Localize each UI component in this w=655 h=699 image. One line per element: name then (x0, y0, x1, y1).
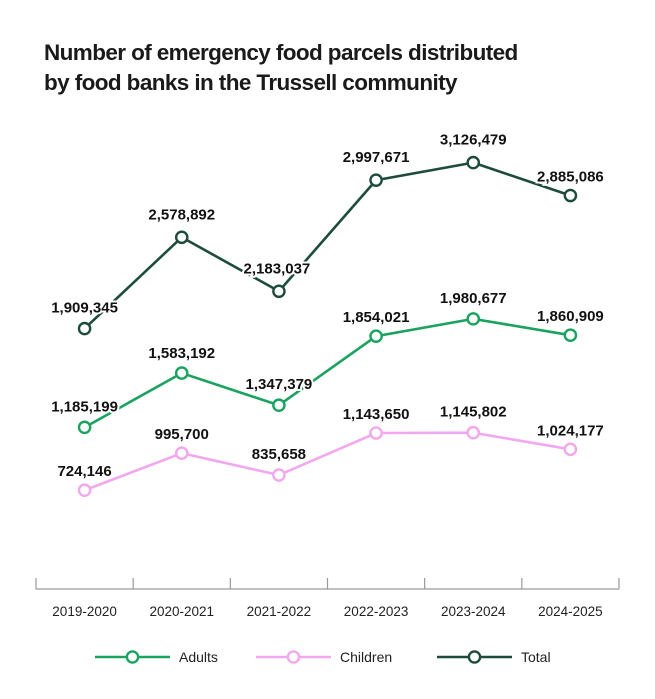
data-label-children: 1,145,802 (440, 404, 507, 421)
data-label-total: 2,578,892 (148, 206, 215, 223)
data-label-total: 2,183,037 (244, 260, 311, 277)
data-point-children[interactable] (369, 426, 383, 440)
legend-item-adults[interactable]: Adults (95, 649, 218, 665)
data-point-adults[interactable] (272, 398, 286, 413)
data-point-children[interactable] (466, 425, 481, 440)
data-label-children: 995,700 (155, 426, 209, 443)
x-tick-label: 2019-2020 (52, 604, 117, 619)
legend-item-children[interactable]: Children (256, 649, 392, 665)
legend-marker-total (467, 650, 482, 664)
data-label-children: 835,658 (252, 446, 306, 463)
legend-item-total[interactable]: Total (437, 649, 551, 665)
data-label-adults: 1,583,192 (148, 345, 215, 362)
data-label-adults: 1,860,909 (537, 308, 604, 325)
data-point-total[interactable] (174, 230, 189, 245)
data-label-total: 2,997,671 (343, 149, 410, 166)
data-point-total[interactable] (77, 321, 92, 336)
data-labels: 1,909,345 2,578,892 2,183,037 2,997,671 3,12… (49, 130, 606, 483)
data-point-total[interactable] (272, 284, 286, 299)
data-label-adults: 1,185,199 (51, 398, 118, 415)
series-adults (77, 312, 578, 435)
x-tick-label: 2024-2025 (538, 604, 603, 619)
data-label-children: 1,024,177 (537, 422, 604, 439)
data-point-children[interactable] (563, 442, 578, 457)
data-label-total: 3,126,479 (440, 132, 507, 149)
legend: Adults Children Total (95, 649, 551, 665)
chart-title: Number of emergency food parcels distrib… (44, 38, 624, 98)
series-line-children (84, 431, 571, 492)
data-point-adults[interactable] (77, 420, 92, 435)
data-point-total[interactable] (563, 188, 578, 203)
data-point-adults[interactable] (174, 366, 189, 380)
series-total (77, 155, 578, 336)
chart-title-line-1: Number of emergency food parcels distrib… (44, 40, 518, 65)
x-tick-label: 2023-2024 (441, 604, 506, 619)
legend-label-children: Children (340, 649, 392, 665)
data-point-children[interactable] (272, 468, 286, 482)
legend-label-total: Total (521, 649, 551, 665)
data-point-adults[interactable] (369, 329, 383, 343)
legend-marker-children (286, 650, 301, 664)
data-label-total: 1,909,345 (51, 300, 118, 317)
x-axis: 2019-2020 2020-2021 2021-2022 2022-2023 2023… (35, 578, 620, 619)
data-label-children: 1,143,650 (343, 406, 410, 423)
data-point-children[interactable] (77, 483, 92, 498)
legend-marker-adults (125, 650, 140, 664)
data-point-total[interactable] (369, 173, 383, 187)
series-line-adults (83, 317, 571, 429)
legend-label-adults: Adults (179, 649, 218, 665)
series-group (77, 155, 578, 498)
chart-title-line-2: by food banks in the Trussell community (44, 70, 458, 95)
x-tick-label: 2021-2022 (247, 604, 312, 619)
data-label-adults: 1,980,677 (440, 290, 507, 307)
data-point-adults[interactable] (466, 312, 481, 326)
series-line-total (83, 161, 571, 330)
data-label-total: 2,885,086 (537, 169, 604, 186)
series-children (77, 425, 578, 498)
data-point-children[interactable] (174, 446, 189, 461)
data-label-adults: 1,347,379 (246, 376, 313, 393)
data-label-adults: 1,854,021 (343, 309, 410, 326)
x-tick-label: 2022-2023 (344, 604, 409, 619)
x-tick-label: 2020-2021 (149, 604, 214, 619)
data-label-children: 724,146 (57, 463, 111, 480)
data-point-total[interactable] (466, 155, 481, 170)
data-point-adults[interactable] (563, 328, 578, 342)
